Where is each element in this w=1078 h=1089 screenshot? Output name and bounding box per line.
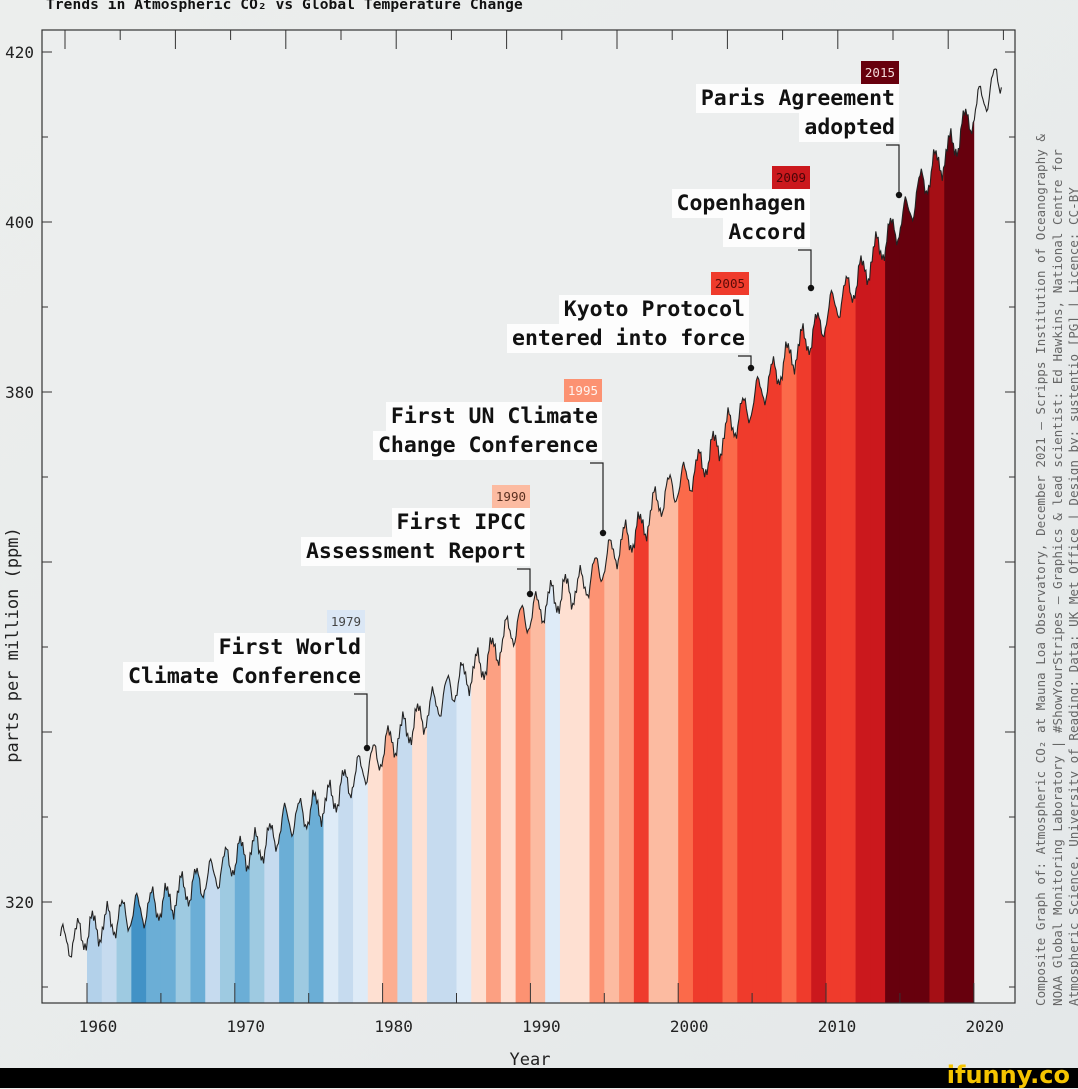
x-tick-label: 1990 <box>522 1017 561 1036</box>
annotation-year-badge: 1990 <box>491 485 530 508</box>
annotation-connector <box>798 249 812 288</box>
plot-frame <box>41 29 1016 1004</box>
stripe-2019 <box>959 69 975 1003</box>
credits-line: Composite Graph of: Atmospheric CO₂ at M… <box>1033 134 1048 1006</box>
annotation-connectors <box>354 144 903 752</box>
x-tick-label: 1970 <box>227 1017 266 1036</box>
x-axis-label: Year <box>509 1050 551 1070</box>
annotation-text: First World <box>213 633 365 662</box>
annotation-1979: 1979 First World Climate Conference <box>123 610 365 691</box>
annotation-text: Copenhagen <box>671 189 810 218</box>
annotation-year-badge: 2005 <box>710 272 749 295</box>
annotation-text: Climate Conference <box>123 662 365 691</box>
annotation-text: adopted <box>799 113 899 142</box>
credits-line: NOAA Global Monitoring Laboratory | #Sho… <box>1049 149 1065 1006</box>
stripe-2012 <box>855 69 871 1003</box>
annotation-text: Accord <box>723 218 810 247</box>
co2-line <box>59 68 1002 958</box>
credits: Composite Graph of: Atmospheric CO₂ at M… <box>1033 134 1078 1006</box>
annotation-text: First IPCC <box>391 508 530 537</box>
annotation-dot <box>895 191 903 199</box>
y-axis-label: parts per million (ppm) <box>3 527 23 763</box>
annotation-connector <box>517 568 531 594</box>
y-tick-label: 420 <box>5 43 34 62</box>
annotation-connector <box>886 144 900 195</box>
annotation-connector <box>354 693 368 748</box>
stripe-2015 <box>899 69 916 1003</box>
annotation-1990: 1990 First IPCC Assessment Report <box>300 485 530 566</box>
annotation-connector <box>738 355 752 368</box>
annotation-year-badge: 1979 <box>326 610 365 633</box>
annotation-text: Kyoto Protocol <box>558 295 749 324</box>
axes <box>41 29 1016 1004</box>
annotation-dot <box>599 529 607 537</box>
annotation-2005: 2005 Kyoto Protocol entered into force <box>507 272 749 353</box>
watermark-bar: ifunny.co <box>0 1061 1078 1089</box>
y-tick-label: 320 <box>5 893 34 912</box>
annotation-text: Assessment Report <box>300 537 530 566</box>
annotation-dot <box>747 364 755 372</box>
stripe-2017 <box>929 69 945 1003</box>
annotation-year-badge: 1995 <box>563 379 602 402</box>
annotation-1995: 1995 First UN Climate Change Conference <box>372 379 602 460</box>
annotation-dot <box>526 590 534 598</box>
annotation-text: entered into force <box>507 324 749 353</box>
y-tick-label: 380 <box>5 383 34 402</box>
annotation-connector <box>590 462 604 533</box>
stripe-2016 <box>914 69 930 1003</box>
annotation-year-badge: 2015 <box>860 61 899 84</box>
stripe-2013 <box>870 69 886 1003</box>
stripe-2014 <box>885 69 901 1003</box>
chart-title: Trends in Atmospheric CO₂ vs Global Temp… <box>46 0 523 13</box>
stripe-2018 <box>944 69 960 1003</box>
annotation-text: First UN Climate <box>385 402 602 431</box>
tick-labels: 1960 1970 1980 1990 2000 2010 2020 420 400 380 320 <box>5 43 1004 1036</box>
x-tick-label: 2010 <box>818 1017 857 1036</box>
x-tick-label: 1980 <box>374 1017 413 1036</box>
annotation-2009: 2009 Copenhagen Accord <box>671 166 810 247</box>
annotation-dot <box>363 744 371 752</box>
annotation-2015: 2015 Paris Agreement adopted <box>695 61 899 142</box>
annotation-dot <box>807 284 815 292</box>
annotation-year-badge: 2009 <box>771 166 810 189</box>
annotation-text: Change Conference <box>372 431 602 460</box>
y-tick-label: 400 <box>5 213 34 232</box>
watermark: ifunny.co <box>946 1061 1070 1089</box>
annotation-text: Paris Agreement <box>695 84 899 113</box>
x-tick-label: 2020 <box>966 1017 1005 1036</box>
x-tick-label: 1960 <box>79 1017 118 1036</box>
x-tick-label: 2000 <box>670 1017 709 1036</box>
credits-line: Atmospheric Science, University of Readi… <box>1066 187 1078 1006</box>
